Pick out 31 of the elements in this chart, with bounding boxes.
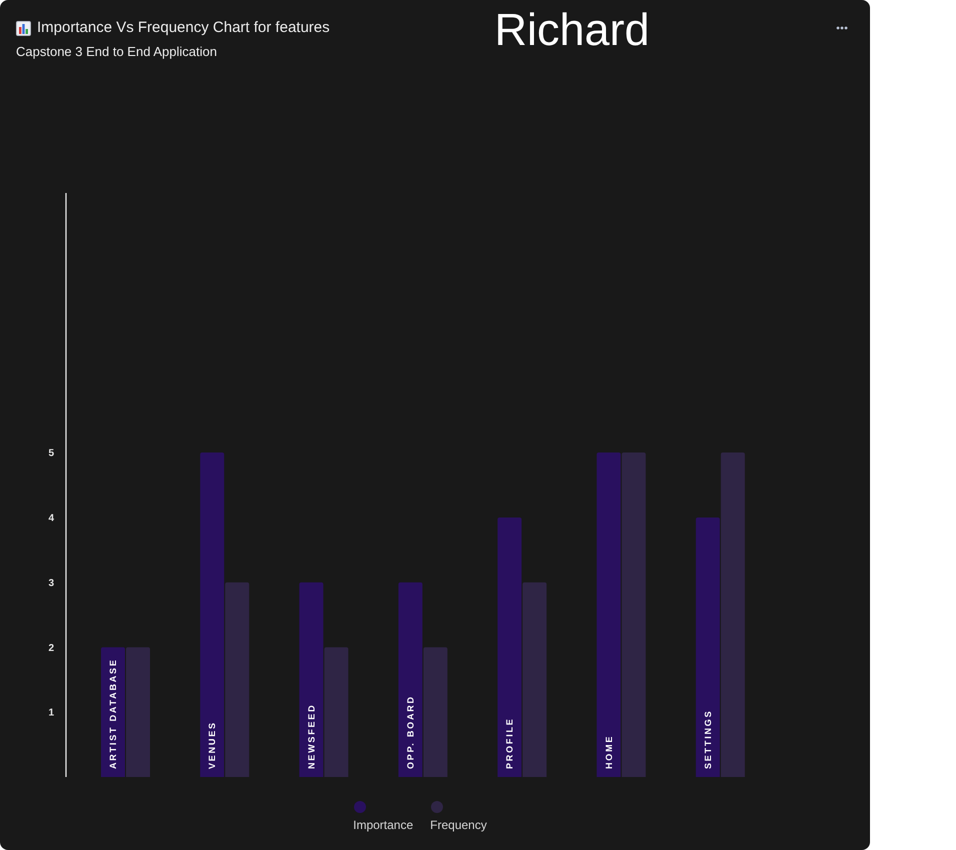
x-tick-label: PROFILE xyxy=(504,717,515,769)
bar xyxy=(423,647,448,777)
bar xyxy=(225,582,250,777)
y-tick-label: 2 xyxy=(48,642,54,654)
bar xyxy=(596,452,621,777)
bar xyxy=(299,582,324,777)
bar xyxy=(622,452,646,777)
bar xyxy=(126,647,150,777)
chart-subtitle: Capstone 3 End to End Application xyxy=(16,44,217,59)
bar xyxy=(498,517,522,777)
bar xyxy=(720,452,745,777)
x-tick-label: HOME xyxy=(604,734,614,769)
x-tick-label: NEWSFEED xyxy=(306,704,316,769)
bar xyxy=(200,452,224,777)
bar xyxy=(696,517,720,777)
bar xyxy=(324,647,348,777)
x-tick-label: VENUES xyxy=(207,721,218,769)
y-tick-label: 5 xyxy=(48,448,54,460)
x-tick-label: OPP. BOARD xyxy=(406,695,416,769)
bar xyxy=(522,582,547,777)
x-tick-label: ARTIST DATABASE xyxy=(108,658,118,769)
legend-label: Frequency xyxy=(430,818,487,832)
chart-title: Importance Vs Frequency Chart for features xyxy=(37,18,330,38)
y-tick-label: 4 xyxy=(48,512,54,524)
y-tick-label: 3 xyxy=(48,578,54,589)
x-tick-label: SETTINGS xyxy=(702,710,713,769)
text: Richard xyxy=(494,4,650,55)
bar xyxy=(398,582,422,777)
y-tick-label: 1 xyxy=(48,708,54,719)
legend-label: Importance xyxy=(353,818,414,832)
bar xyxy=(101,647,125,777)
